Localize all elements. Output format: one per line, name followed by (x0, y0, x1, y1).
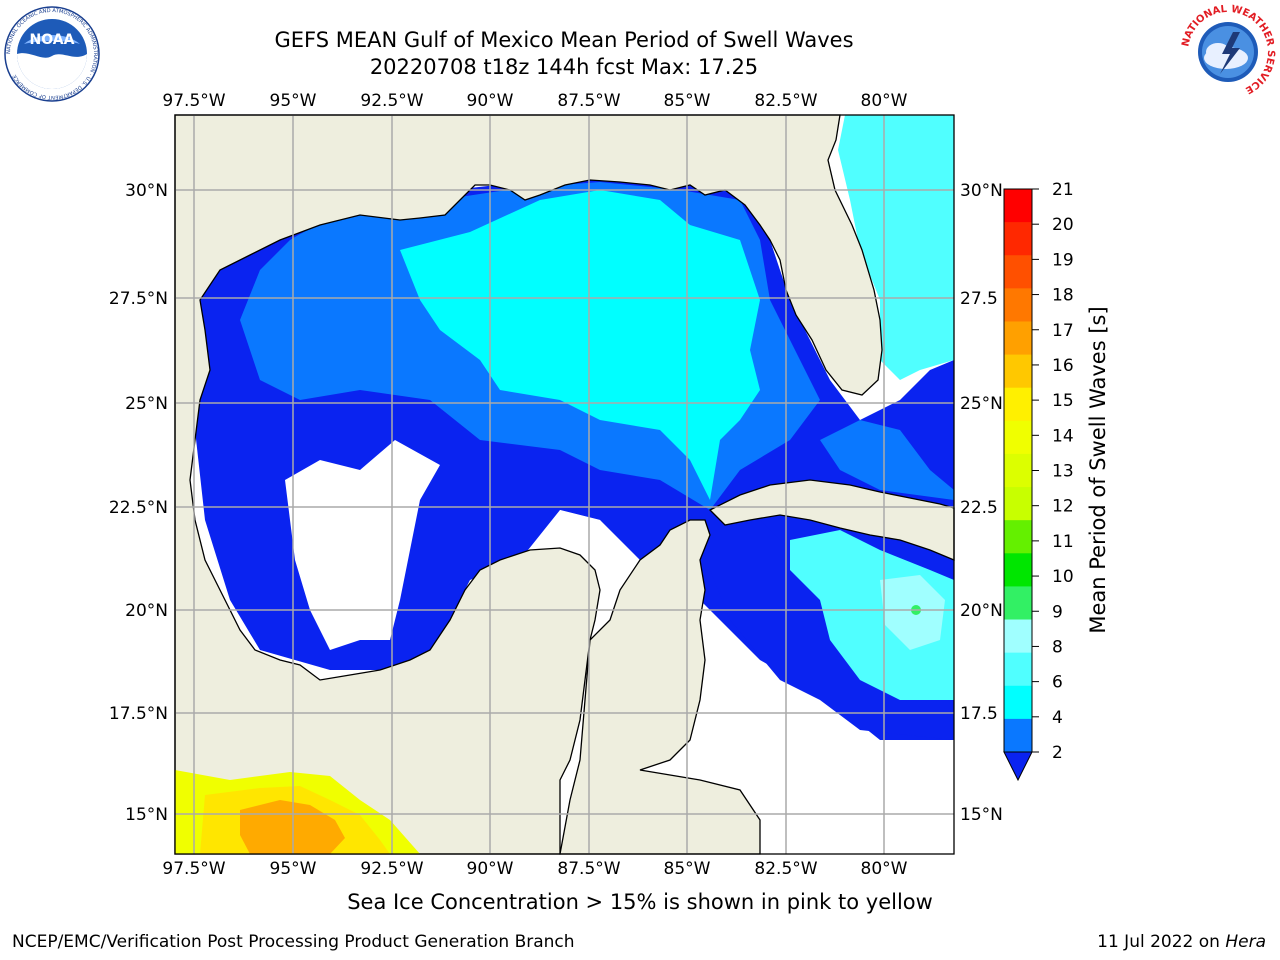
lon-tick-top: 85°W (664, 91, 711, 111)
lon-tick-bottom: 95°W (270, 859, 317, 879)
lat-tick-left: 20°N (125, 601, 168, 621)
swell-region-2-4s (195, 178, 954, 740)
colorbar-swatch (1004, 652, 1032, 687)
lon-tick-bottom: 80°W (861, 859, 908, 879)
colorbar-swatch (1004, 453, 1032, 488)
lon-tick-top: 82.5°W (754, 91, 817, 111)
ice-note: Sea Ice Concentration > 15% is shown in … (347, 890, 933, 914)
colorbar-tick-label: 6 (1052, 673, 1063, 693)
colorbar-swatch (1004, 619, 1032, 654)
lon-tick-bottom: 92.5°W (360, 859, 423, 879)
colorbar-outline (1003, 188, 1033, 753)
colorbar-tick-label: 14 (1052, 426, 1074, 446)
colorbar-swatch (1004, 387, 1032, 422)
colorbar-swatch (1004, 520, 1032, 554)
colorbar-swatch (1004, 685, 1032, 720)
colorbar-tick-label: 9 (1052, 602, 1063, 622)
lat-tick-left: 27.5°N (109, 289, 168, 309)
chart-title: GEFS MEAN Gulf of Mexico Mean Period of … (274, 28, 854, 52)
ice-region-gold (200, 786, 390, 854)
footer-system: Hera (1225, 932, 1266, 952)
no-data-region-campeche (560, 510, 860, 790)
colorbar-tick-label: 21 (1052, 180, 1074, 200)
footer-date: 11 Jul 2022 on Hera (1097, 932, 1266, 952)
colorbar-tick-label: 19 (1052, 250, 1074, 270)
swell-region-4-6s (240, 182, 820, 510)
lon-tick-bottom: 85°W (664, 859, 711, 879)
lat-tick-right: 15°N (960, 805, 1003, 825)
colorbar-tick-label: 16 (1052, 356, 1074, 376)
lon-tick-bottom: 97.5°W (162, 859, 225, 879)
lon-tick-bottom: 87.5°W (557, 859, 620, 879)
lat-tick-right: 20°N (960, 601, 1003, 621)
colorbar-tick-label: 17 (1052, 321, 1074, 341)
colorbar-swatch (1004, 189, 1032, 223)
colorbar-swatch (1004, 321, 1032, 356)
land-western-gulf (174, 114, 883, 855)
ice-region-orange (240, 800, 345, 854)
colorbar-tick-label: 13 (1052, 462, 1074, 482)
ice-region-yellow (175, 770, 420, 854)
lat-tick-right: 25°N (960, 394, 1003, 414)
lon-tick-bottom: 90°W (467, 859, 514, 879)
noaa-logo: NATIONAL OCEANIC AND ATMOSPHERIC ADMINIS… (4, 6, 100, 102)
lon-tick-top: 90°W (467, 91, 514, 111)
map-panel (174, 114, 955, 855)
colorbar-tick-label: 11 (1052, 532, 1074, 552)
lat-tick-right: 17.5 (960, 704, 998, 724)
lat-tick-right: 27.5 (960, 289, 998, 309)
lat-tick-left: 30°N (125, 181, 168, 201)
swell-region-caribbean-high (790, 530, 954, 700)
lon-tick-top: 97.5°W (162, 91, 225, 111)
lat-tick-left: 25°N (125, 394, 168, 414)
colorbar-tick-label: 20 (1052, 215, 1074, 235)
colorbar: 21 20 19 18 17 16 15 14 13 12 11 10 9 8 6 4 2 (1003, 180, 1074, 782)
colorbar-extension (1003, 751, 1033, 782)
lat-tick-left: 17.5°N (109, 704, 168, 724)
colorbar-tick-label: 18 (1052, 286, 1074, 306)
colorbar-tick-label: 8 (1052, 637, 1063, 657)
map-gridlines (175, 115, 954, 854)
colorbar-tick-label: 4 (1052, 708, 1063, 728)
lat-tick-left: 22.5°N (109, 498, 168, 518)
swell-region-east-coast (838, 115, 954, 380)
colorbar-tick-label: 10 (1052, 567, 1074, 587)
colorbar-tick-label: 12 (1052, 497, 1074, 517)
swell-region-2-4s-caribbean (690, 520, 954, 740)
swell-region-florida-strait (820, 420, 954, 500)
swell-region-caribbean-peak (880, 575, 945, 650)
lat-tick-right: 22.5 (960, 498, 998, 518)
colorbar-swatch (1004, 553, 1032, 588)
map-frame (174, 114, 955, 855)
footer-date-text: 11 Jul 2022 on (1097, 932, 1226, 952)
colorbar-swatch (1004, 255, 1032, 289)
land-cuba (708, 479, 955, 561)
colorbar-swatch (1004, 420, 1032, 455)
nws-logo: NATIONAL WEATHER SERVICE (1180, 4, 1276, 98)
lon-tick-top: 95°W (270, 91, 317, 111)
lat-tick-left: 15°N (125, 805, 168, 825)
chart-subtitle: 20220708 t18z 144h fcst Max: 17.25 (369, 55, 759, 79)
colorbar-swatch (1004, 718, 1032, 753)
footer-credit: NCEP/EMC/Verification Post Processing Pr… (12, 932, 575, 952)
swell-region-6-8s (400, 190, 760, 500)
colorbar-swatch (1004, 586, 1032, 621)
lat-tick-right: 30°N (960, 181, 1003, 201)
colorbar-swatch (1004, 222, 1032, 256)
lon-tick-top: 80°W (861, 91, 908, 111)
swell-peak-marker (911, 605, 921, 615)
lon-tick-top: 92.5°W (360, 91, 423, 111)
noaa-logo-text: NOAA (30, 32, 75, 48)
colorbar-tick-label: 15 (1052, 391, 1074, 411)
colorbar-label: Mean Period of Swell Waves [s] (1086, 306, 1110, 633)
colorbar-swatch (1004, 487, 1032, 521)
no-data-region-gulf-west (285, 440, 440, 650)
lon-tick-bottom: 82.5°W (754, 859, 817, 879)
colorbar-swatch (1004, 288, 1032, 323)
land-yucatan-east (559, 519, 761, 855)
lon-tick-top: 87.5°W (557, 91, 620, 111)
colorbar-tick-label: 2 (1052, 743, 1063, 763)
colorbar-swatch (1004, 354, 1032, 389)
